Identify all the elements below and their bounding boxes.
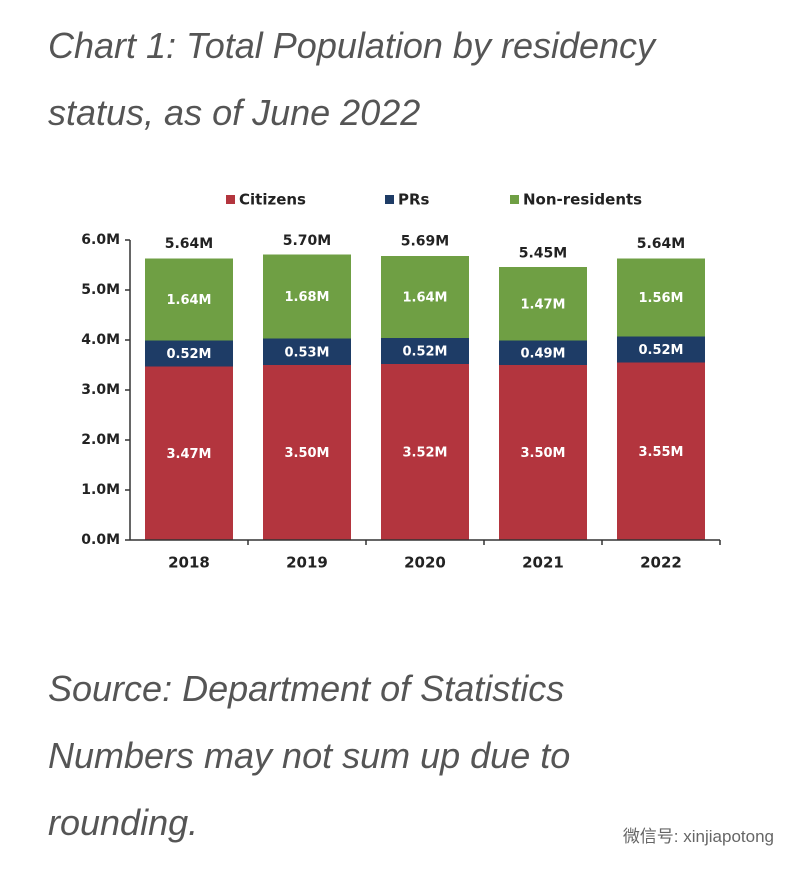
value-label: 3.47M bbox=[166, 447, 211, 462]
y-tick-label: 4.0M bbox=[81, 332, 120, 348]
total-label: 5.69M bbox=[401, 234, 449, 250]
y-tick-label: 0.0M bbox=[81, 532, 120, 548]
bar-segment bbox=[263, 254, 351, 339]
x-tick-label: 2021 bbox=[522, 554, 564, 572]
bar-segment bbox=[617, 258, 705, 337]
total-label: 5.45M bbox=[519, 246, 567, 262]
value-label: 0.52M bbox=[166, 347, 211, 362]
legend-swatch bbox=[226, 195, 235, 204]
value-label: 1.68M bbox=[284, 290, 329, 305]
value-label: 1.64M bbox=[166, 293, 211, 308]
legend-label: Citizens bbox=[239, 191, 306, 209]
bar-segment bbox=[499, 340, 587, 365]
notes: Source: Department of Statistics Numbers… bbox=[0, 655, 800, 856]
value-label: 0.49M bbox=[520, 346, 565, 361]
value-label: 1.56M bbox=[638, 291, 683, 306]
value-label: 3.50M bbox=[520, 446, 565, 461]
bar-segment bbox=[381, 338, 469, 364]
bar-segment bbox=[145, 366, 233, 540]
bar-segment bbox=[263, 365, 351, 540]
y-tick-label: 2.0M bbox=[81, 432, 120, 448]
value-label: 1.64M bbox=[402, 291, 447, 306]
x-tick-label: 2019 bbox=[286, 554, 328, 572]
bar-segment bbox=[381, 256, 469, 338]
value-label: 3.55M bbox=[638, 445, 683, 460]
y-tick-label: 3.0M bbox=[81, 382, 120, 398]
bar-segment bbox=[263, 338, 351, 365]
bar-segment bbox=[617, 362, 705, 540]
value-label: 0.53M bbox=[284, 345, 329, 360]
watermark: 微信号: xinjiapotong bbox=[622, 827, 774, 846]
x-tick-label: 2018 bbox=[168, 554, 210, 572]
value-label: 0.52M bbox=[638, 343, 683, 358]
legend-swatch bbox=[385, 195, 394, 204]
x-tick-label: 2020 bbox=[404, 554, 446, 572]
legend-label: Non-residents bbox=[523, 191, 642, 209]
note: Source: Department of Statistics bbox=[48, 668, 565, 709]
total-label: 5.70M bbox=[283, 233, 331, 249]
y-tick-label: 5.0M bbox=[81, 282, 120, 298]
bar-segment bbox=[381, 364, 469, 540]
value-label: 1.47M bbox=[520, 297, 565, 312]
value-label: 3.52M bbox=[402, 446, 447, 461]
value-label: 3.50M bbox=[284, 446, 329, 461]
chart: Citizens PRs Non-residents 0.0M 1.0M 2.0M 3.0M… bbox=[81, 191, 721, 572]
value-label: 0.52M bbox=[402, 345, 447, 360]
bar-segment bbox=[145, 258, 233, 341]
x-tick-label: 2022 bbox=[640, 554, 682, 572]
bar-segment bbox=[617, 336, 705, 363]
y-tick-label: 6.0M bbox=[81, 232, 120, 248]
bar-segment bbox=[499, 365, 587, 540]
note: Numbers may not sum up due to rounding. bbox=[48, 735, 571, 843]
total-label: 5.64M bbox=[637, 236, 685, 252]
heading: Chart 1: Total Population by residency s… bbox=[48, 25, 656, 133]
bar-segment bbox=[499, 267, 587, 341]
total-label: 5.64M bbox=[165, 236, 213, 252]
legend-label: PRs bbox=[398, 191, 430, 209]
legend-swatch bbox=[510, 195, 519, 204]
y-tick-label: 1.0M bbox=[81, 482, 120, 498]
bar-segment bbox=[145, 340, 233, 367]
